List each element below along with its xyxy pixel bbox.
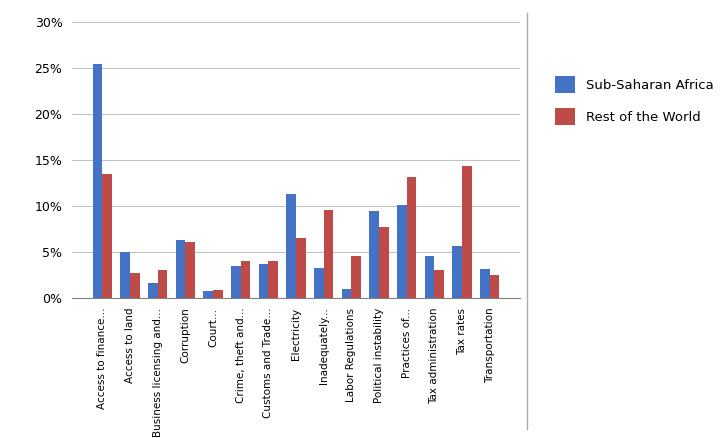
Bar: [480, 269, 490, 298]
Bar: [352, 257, 361, 298]
Bar: [397, 205, 406, 298]
Bar: [240, 261, 251, 298]
Bar: [425, 255, 435, 298]
Bar: [204, 291, 213, 298]
Bar: [462, 166, 471, 298]
Bar: [314, 268, 323, 298]
Bar: [186, 242, 195, 298]
Bar: [92, 64, 103, 298]
Bar: [296, 238, 305, 298]
Bar: [490, 275, 500, 298]
Bar: [406, 177, 417, 298]
Bar: [258, 264, 269, 298]
Bar: [231, 265, 240, 298]
Bar: [269, 261, 278, 298]
Bar: [379, 227, 388, 298]
Bar: [213, 290, 222, 298]
Bar: [130, 273, 139, 298]
Bar: [287, 194, 296, 298]
Legend: Sub-Saharan Africa, Rest of the World: Sub-Saharan Africa, Rest of the World: [549, 70, 720, 131]
Bar: [453, 246, 462, 298]
Bar: [103, 174, 112, 298]
Bar: [157, 270, 168, 298]
Bar: [121, 252, 130, 298]
Bar: [148, 283, 157, 298]
Bar: [435, 270, 444, 298]
Bar: [323, 211, 334, 298]
Bar: [370, 212, 379, 298]
Bar: [342, 289, 352, 298]
Bar: [175, 240, 186, 298]
